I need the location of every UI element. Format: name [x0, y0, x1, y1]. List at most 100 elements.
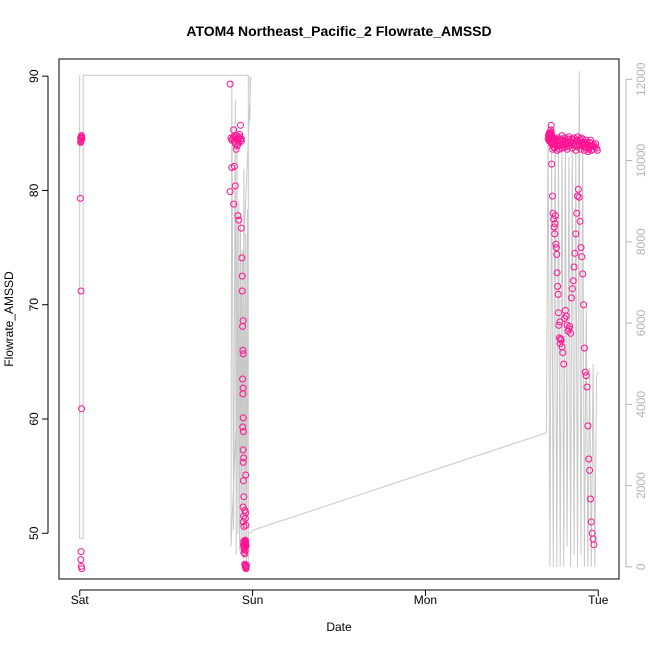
data-point [568, 144, 576, 152]
data-point [239, 414, 247, 422]
x-tick-label: Sat [71, 593, 90, 607]
data-point [234, 212, 242, 220]
y2-tick-label: 10000 [634, 144, 648, 178]
data-point [238, 272, 246, 280]
data-point [578, 253, 586, 261]
data-point [239, 477, 247, 485]
data-point [572, 146, 580, 154]
data-point [239, 458, 247, 466]
data-point [77, 138, 85, 146]
data-point [586, 142, 594, 150]
data-point [76, 194, 84, 202]
data-point [230, 200, 238, 208]
data-point [242, 542, 250, 550]
data-point [242, 521, 250, 529]
data-point [554, 282, 562, 290]
data-point [549, 192, 556, 200]
y-tick-label: 70 [27, 298, 41, 312]
y2-tick-label: 0 [634, 563, 648, 570]
data-point [239, 375, 247, 383]
chart-title: ATOM4 Northeast_Pacific_2 Flowrate_AMSSD [186, 23, 491, 39]
data-point [577, 244, 585, 252]
data-point [239, 390, 247, 398]
x-axis-label: Date [326, 620, 352, 634]
data-point [239, 346, 247, 354]
data-point [562, 312, 570, 320]
data-point [555, 321, 563, 329]
plot-frame [58, 58, 620, 580]
y2-tick-label: 8000 [634, 228, 648, 255]
y2-tick-label: 4000 [634, 391, 648, 418]
data-point [582, 372, 590, 380]
y-tick-label: 50 [27, 526, 41, 540]
data-point [551, 220, 559, 228]
data-point [77, 556, 85, 564]
data-point [239, 423, 247, 431]
y-axis-label: Flowrate_AMSSD [2, 271, 16, 367]
data-point [550, 215, 558, 223]
data-point [240, 493, 248, 501]
data-point [228, 164, 236, 172]
data-point [580, 301, 588, 309]
data-point [586, 466, 594, 474]
y-tick-label: 90 [27, 69, 41, 83]
data-point [239, 503, 247, 511]
data-point [559, 349, 567, 357]
data-point [556, 340, 564, 348]
y2-tick-label: 2000 [634, 472, 648, 499]
axes-layer: 50 60 70 80 90 Sat Sun Mon Tue 0 2000 4000 6000 8000 1… [27, 62, 648, 607]
data-point [226, 188, 234, 196]
data-point [226, 80, 234, 88]
data-point [574, 143, 581, 151]
data-point [237, 224, 245, 232]
data-point [232, 145, 240, 153]
y2-tick-label: 6000 [634, 309, 648, 336]
data-point [239, 350, 247, 358]
data-point [551, 230, 559, 238]
data-point [77, 287, 85, 295]
data-point [552, 244, 560, 252]
data-point [587, 518, 595, 526]
data-point [242, 471, 250, 479]
data-point [235, 216, 243, 224]
data-point [78, 565, 86, 573]
data-point [237, 135, 245, 143]
data-point [587, 146, 595, 154]
y-tick-label: 60 [27, 412, 41, 426]
data-point [556, 318, 564, 326]
data-point [566, 322, 574, 330]
data-point [548, 160, 556, 168]
data-point [592, 140, 600, 148]
data-point [551, 212, 559, 220]
data-point [579, 270, 587, 278]
data-point [553, 250, 561, 258]
data-point [78, 132, 85, 140]
data-point [580, 344, 588, 352]
data-point [550, 223, 558, 231]
data-point [560, 360, 568, 368]
data-point [573, 209, 581, 217]
data-point [240, 454, 248, 462]
data-point [572, 230, 580, 238]
data-point [550, 135, 558, 143]
secondary-line-layer [79, 71, 599, 567]
data-point [552, 240, 560, 248]
data-point [570, 263, 578, 271]
data-point [231, 182, 239, 190]
data-point [585, 455, 593, 463]
data-point [587, 495, 594, 503]
data-point [574, 192, 581, 200]
x-tick-label: Mon [414, 593, 437, 607]
data-point [561, 306, 569, 314]
secondary-series-line [79, 71, 599, 567]
data-point [242, 509, 250, 517]
data-point [237, 121, 244, 129]
data-point [230, 126, 238, 134]
data-point [236, 130, 244, 138]
data-point [555, 309, 562, 317]
data-point [241, 550, 249, 558]
data-point [568, 294, 575, 302]
data-point [77, 548, 85, 556]
data-point [241, 562, 249, 570]
